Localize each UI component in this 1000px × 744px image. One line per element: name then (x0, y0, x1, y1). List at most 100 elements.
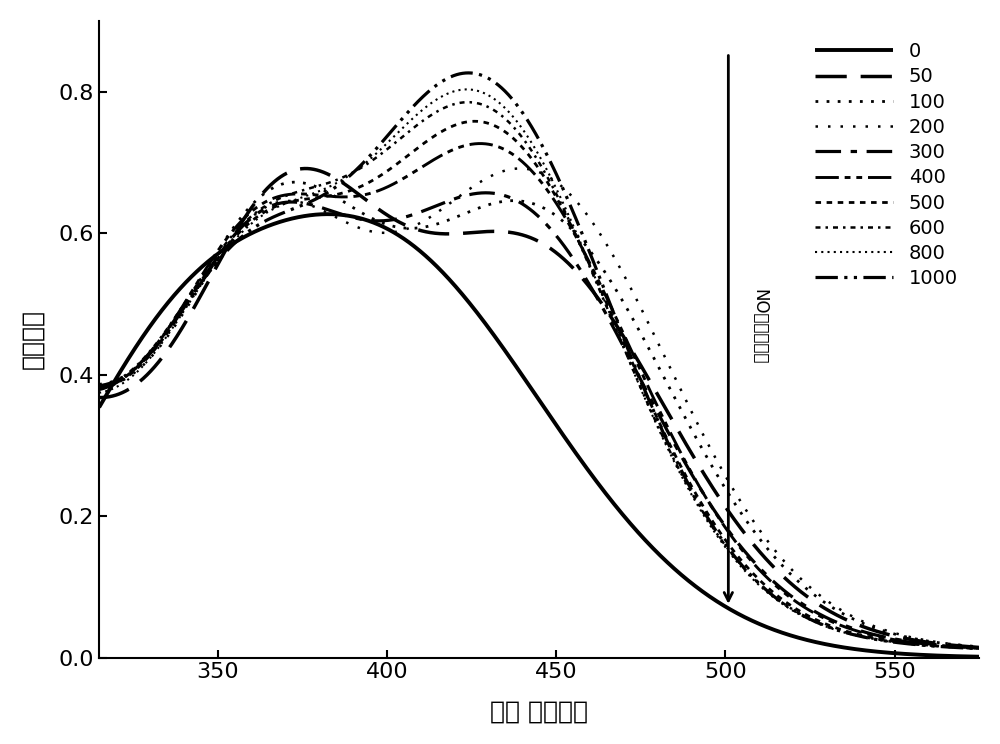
800 (973, 644, 985, 653)
300 (246, 214, 258, 222)
Y-axis label: 吸收强度: 吸收强度 (21, 310, 45, 369)
0 (956, 652, 968, 661)
1000 (973, 644, 985, 653)
Line: 300: 300 (99, 193, 979, 648)
1000 (462, 68, 474, 77)
300 (469, 189, 481, 198)
1000 (861, 633, 873, 642)
0 (973, 652, 985, 661)
400 (193, 275, 205, 283)
1000 (246, 225, 258, 234)
400 (973, 644, 985, 652)
500 (246, 217, 258, 225)
100 (973, 642, 985, 651)
1000 (193, 280, 205, 289)
800 (469, 86, 481, 94)
500 (956, 643, 968, 652)
Line: 500: 500 (99, 121, 979, 649)
0 (322, 210, 334, 219)
Line: 600: 600 (99, 102, 979, 649)
800 (861, 633, 873, 642)
1000 (93, 385, 105, 394)
300 (93, 381, 105, 390)
500 (193, 280, 205, 289)
600 (462, 97, 474, 106)
100 (289, 178, 301, 187)
Text: NO量（纳摩）: NO量（纳摩） (750, 289, 768, 365)
400 (956, 643, 968, 652)
400 (474, 139, 486, 148)
600 (956, 644, 968, 652)
600 (246, 211, 258, 220)
100 (93, 380, 105, 389)
100 (861, 620, 873, 629)
600 (431, 107, 443, 116)
200 (469, 181, 481, 190)
200 (193, 283, 205, 292)
300 (193, 280, 205, 289)
500 (431, 130, 443, 139)
1000 (956, 644, 968, 652)
100 (956, 641, 968, 650)
500 (469, 117, 481, 126)
1000 (469, 69, 481, 78)
Line: 1000: 1000 (99, 73, 979, 649)
0 (469, 306, 481, 315)
100 (193, 278, 205, 286)
600 (93, 383, 105, 392)
300 (861, 629, 873, 638)
Line: 800: 800 (99, 89, 979, 649)
200 (246, 213, 258, 222)
800 (461, 85, 473, 94)
400 (469, 139, 481, 148)
200 (514, 164, 526, 173)
600 (973, 644, 985, 653)
400 (431, 154, 443, 163)
Line: 400: 400 (99, 144, 979, 648)
0 (246, 228, 258, 237)
Legend: 0, 50, 100, 200, 300, 400, 500, 600, 800, 1000: 0, 50, 100, 200, 300, 400, 500, 600, 800… (804, 31, 969, 300)
Line: 200: 200 (99, 168, 979, 647)
0 (93, 403, 105, 412)
400 (861, 629, 873, 638)
50 (300, 164, 312, 173)
Line: 100: 100 (99, 182, 979, 647)
50 (956, 641, 968, 650)
200 (956, 641, 968, 650)
100 (246, 201, 258, 210)
800 (956, 644, 968, 652)
50 (93, 393, 105, 402)
200 (93, 382, 105, 391)
800 (431, 95, 443, 104)
400 (246, 207, 258, 216)
50 (861, 623, 873, 632)
Line: 0: 0 (99, 214, 979, 657)
600 (193, 276, 205, 285)
Line: 50: 50 (99, 169, 979, 647)
0 (861, 646, 873, 655)
1000 (431, 80, 443, 89)
0 (431, 262, 443, 271)
800 (193, 283, 205, 292)
100 (469, 205, 481, 214)
50 (246, 203, 258, 212)
400 (93, 383, 105, 392)
100 (431, 219, 443, 228)
300 (973, 644, 985, 652)
600 (469, 98, 481, 107)
800 (93, 388, 105, 397)
500 (973, 644, 985, 653)
200 (973, 642, 985, 651)
500 (93, 385, 105, 394)
800 (246, 219, 258, 228)
500 (861, 632, 873, 641)
50 (469, 228, 481, 237)
300 (956, 642, 968, 651)
50 (973, 643, 985, 652)
300 (480, 188, 492, 197)
200 (861, 619, 873, 628)
200 (431, 208, 443, 217)
X-axis label: 波长 （纳米）: 波长 （纳米） (490, 699, 588, 723)
0 (193, 265, 205, 274)
600 (861, 633, 873, 642)
